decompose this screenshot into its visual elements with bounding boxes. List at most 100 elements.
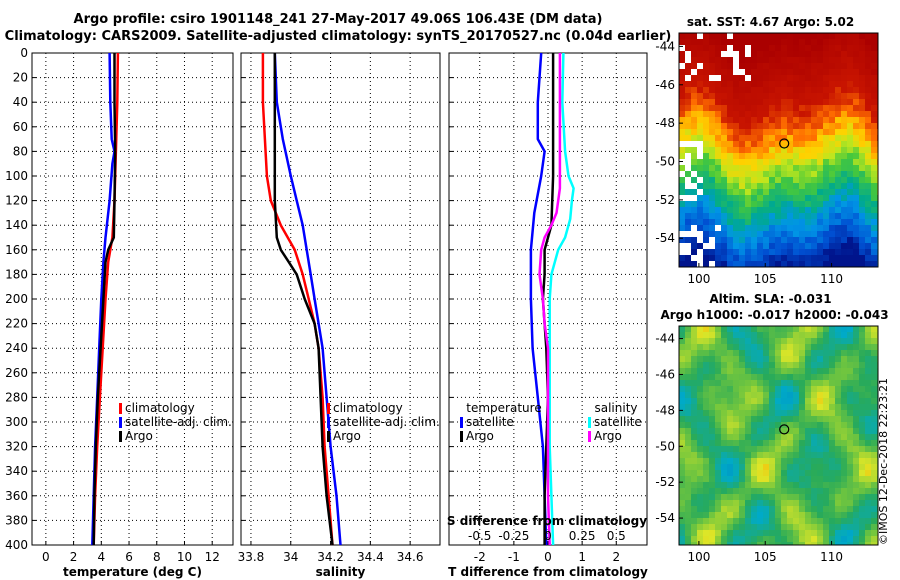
map-cell <box>769 380 775 386</box>
map-cell <box>763 81 769 87</box>
map-cell <box>709 219 715 225</box>
map-cell <box>715 530 721 536</box>
map-cell <box>865 398 871 404</box>
map-cell <box>739 177 745 183</box>
map-cell <box>853 63 859 69</box>
map-cell <box>781 500 787 506</box>
map-cell <box>787 33 793 39</box>
map-cell <box>811 512 817 518</box>
map-cell <box>835 368 841 374</box>
map-cell <box>697 440 703 446</box>
map-cell <box>853 518 859 524</box>
map-cell <box>697 51 703 57</box>
map-cell <box>829 105 835 111</box>
map-cell <box>823 195 829 201</box>
map-cell <box>793 356 799 362</box>
map-cell <box>691 63 697 69</box>
map-cell <box>775 147 781 153</box>
map-cell <box>709 207 715 213</box>
map-cell <box>721 434 727 440</box>
map-cell <box>841 141 847 147</box>
map-cell <box>679 33 685 39</box>
map-cell <box>793 219 799 225</box>
map-cell <box>709 153 715 159</box>
map-cell <box>871 434 877 440</box>
map-cell <box>853 464 859 470</box>
map-cell <box>763 488 769 494</box>
map-cell <box>799 368 805 374</box>
map-cell <box>805 81 811 87</box>
map-cell <box>787 326 793 332</box>
map-cell <box>757 488 763 494</box>
map-cell <box>865 422 871 428</box>
map-cell <box>745 135 751 141</box>
map-cell <box>745 201 751 207</box>
map-cell <box>787 147 793 153</box>
map-cell <box>847 177 853 183</box>
map-cell <box>769 386 775 392</box>
map-cell <box>847 512 853 518</box>
map-cell <box>775 117 781 123</box>
map-cell <box>859 506 865 512</box>
map-cell <box>871 392 877 398</box>
map-cell <box>805 440 811 446</box>
map-cell <box>715 243 721 249</box>
map-cell <box>709 63 715 69</box>
map-cell <box>763 392 769 398</box>
map-cell <box>787 153 793 159</box>
map-cell <box>787 446 793 452</box>
map-cell <box>703 512 709 518</box>
map-cell <box>763 542 769 545</box>
map-cell <box>799 410 805 416</box>
map-cell <box>697 362 703 368</box>
map-cell <box>679 476 685 482</box>
map-cell <box>685 261 691 267</box>
map-cell <box>721 177 727 183</box>
map-cell <box>745 332 751 338</box>
map-cell <box>847 39 853 45</box>
map-cell <box>799 39 805 45</box>
map-cell <box>751 470 757 476</box>
map-cell <box>691 464 697 470</box>
map-cell <box>697 506 703 512</box>
map-cell <box>721 183 727 189</box>
map-cell <box>865 231 871 237</box>
map-cell <box>697 392 703 398</box>
map-cell <box>751 350 757 356</box>
map-cell <box>871 506 877 512</box>
map-cell <box>679 111 685 117</box>
map-cell <box>757 470 763 476</box>
map-cell <box>853 183 859 189</box>
map-cell <box>817 428 823 434</box>
map-cell <box>871 57 877 63</box>
map-cell <box>733 458 739 464</box>
map-cell <box>847 183 853 189</box>
map-cell <box>799 392 805 398</box>
map-cell <box>793 261 799 267</box>
map-cell <box>817 249 823 255</box>
map-cell <box>793 213 799 219</box>
map-cell <box>757 464 763 470</box>
map-cell <box>817 183 823 189</box>
map-cell <box>679 69 685 75</box>
map-cell <box>703 75 709 81</box>
map-cell <box>835 350 841 356</box>
map-cell <box>823 153 829 159</box>
map-cell <box>805 392 811 398</box>
map-cell <box>715 350 721 356</box>
map-cell <box>823 380 829 386</box>
map-cell <box>817 338 823 344</box>
map-cell <box>697 201 703 207</box>
map-cell <box>847 189 853 195</box>
map-cell <box>733 440 739 446</box>
map-cell <box>835 81 841 87</box>
map-cell <box>739 476 745 482</box>
map-cell <box>805 530 811 536</box>
map-cell <box>799 494 805 500</box>
map-cell <box>685 494 691 500</box>
map-cell <box>787 392 793 398</box>
map-cell <box>793 81 799 87</box>
map-cell <box>871 135 877 141</box>
map-cell <box>739 428 745 434</box>
map-cell <box>769 123 775 129</box>
